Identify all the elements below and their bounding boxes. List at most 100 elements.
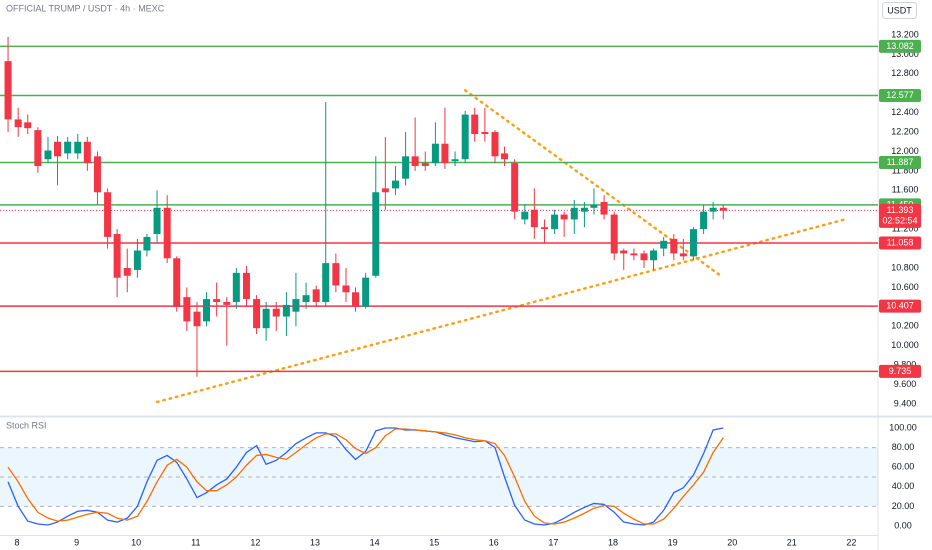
- x-tick-label: 16: [489, 537, 499, 547]
- candle-body: [391, 180, 399, 189]
- candle-body: [302, 295, 310, 302]
- candle-body: [719, 207, 727, 211]
- y-tick-label: 20.00: [892, 501, 915, 511]
- candle-body: [253, 299, 261, 329]
- candle-body: [282, 304, 290, 317]
- candle-body: [670, 238, 678, 254]
- candle-body: [223, 301, 231, 305]
- y-tick-label: 12.000: [891, 146, 919, 156]
- candle-body: [322, 263, 330, 302]
- candle-body: [64, 141, 72, 154]
- currency-label[interactable]: USDT: [887, 5, 912, 15]
- last-price-box: [879, 203, 921, 228]
- candle-body: [451, 159, 459, 162]
- level-label: 11.058: [887, 237, 914, 247]
- candle-body: [471, 114, 479, 134]
- indicator-title: Stoch RSI: [6, 420, 47, 430]
- candle-body: [312, 289, 320, 302]
- stoch-line: [7, 428, 724, 525]
- y-tick-label: 10.800: [891, 262, 919, 272]
- candle-body: [332, 263, 340, 286]
- candle-body: [153, 207, 161, 235]
- x-tick-label: 22: [846, 537, 856, 547]
- candle-body: [113, 234, 121, 278]
- candle-body: [163, 207, 171, 259]
- chart-title: OFFICIAL TRUMP / USDT · 4h · MEXC: [6, 3, 165, 13]
- candle-body: [411, 156, 419, 167]
- candle-body: [600, 201, 608, 215]
- candle-body: [580, 207, 588, 212]
- candle-body: [24, 122, 32, 129]
- candle-body: [610, 214, 618, 254]
- candle-body: [630, 253, 638, 256]
- x-tick-label: 19: [668, 537, 678, 547]
- x-tick-label: 12: [250, 537, 260, 547]
- y-tick-label: 11.200: [892, 224, 919, 234]
- candle-body: [74, 141, 82, 154]
- candle-body: [203, 299, 211, 322]
- candle-body: [540, 227, 548, 230]
- y-tick-label: 9.600: [894, 379, 917, 389]
- candle-body: [481, 132, 489, 134]
- currency-button[interactable]: [882, 2, 917, 19]
- candle-body: [660, 240, 668, 249]
- candle-body: [44, 150, 52, 160]
- y-tick-label: 11.600: [892, 185, 919, 195]
- candle-body: [14, 119, 22, 128]
- candle-body: [262, 308, 270, 329]
- candle-body: [242, 272, 250, 300]
- candle-body: [650, 250, 658, 261]
- candle-body: [709, 207, 717, 212]
- candle-body: [620, 250, 628, 254]
- y-tick-label: 10.000: [891, 340, 919, 350]
- candle-body: [292, 299, 300, 312]
- candle-body: [570, 207, 578, 220]
- level-label-box: [879, 88, 921, 102]
- candle-body: [441, 143, 449, 164]
- candle-body: [511, 163, 519, 212]
- x-tick-label: 9: [74, 537, 79, 547]
- y-tick-label: 9.800: [894, 359, 917, 369]
- candle-body: [54, 141, 62, 157]
- y-tick-label: 80.00: [892, 442, 915, 452]
- level-label: 13.082: [886, 41, 914, 51]
- candle-body: [501, 153, 509, 160]
- y-tick-label: 0.00: [894, 520, 912, 530]
- x-tick-label: 8: [14, 537, 19, 547]
- y-tick-label: 9.400: [894, 398, 917, 408]
- level-label: 12.577: [886, 90, 914, 100]
- level-label-box: [879, 236, 921, 250]
- candle-body: [431, 143, 439, 164]
- y-tick-label: 60.00: [892, 462, 915, 472]
- y-tick-label: 40.00: [892, 481, 915, 491]
- trendline: [463, 89, 724, 278]
- y-tick-label: 13.200: [891, 29, 919, 39]
- y-tick-label: 11.800: [892, 165, 919, 175]
- candle-body: [372, 192, 380, 276]
- candle-body: [679, 253, 687, 257]
- x-tick-label: 20: [727, 537, 737, 547]
- y-tick-label: 12.200: [891, 126, 919, 136]
- countdown-label: 02:52:54: [882, 215, 917, 225]
- candle-body: [560, 214, 568, 220]
- candle-body: [362, 277, 370, 307]
- candle-body: [700, 211, 708, 230]
- y-tick-label: 13.000: [891, 49, 919, 59]
- last-price-label: 11.393: [887, 205, 914, 215]
- y-tick-label: 12.800: [891, 68, 919, 78]
- y-tick-label: 10.600: [891, 282, 919, 292]
- candle-body: [143, 236, 151, 251]
- candle-body: [640, 253, 648, 261]
- x-tick-label: 14: [370, 537, 380, 547]
- stoch-line: [7, 427, 724, 526]
- candle-body: [232, 272, 240, 302]
- candle-body: [491, 132, 499, 157]
- level-label-box: [879, 155, 921, 169]
- candle-body: [521, 211, 529, 220]
- x-tick-label: 17: [548, 537, 558, 547]
- level-label: 11.887: [887, 157, 914, 167]
- candle-body: [83, 141, 91, 164]
- candle-body: [461, 114, 469, 160]
- candle-body: [123, 267, 131, 276]
